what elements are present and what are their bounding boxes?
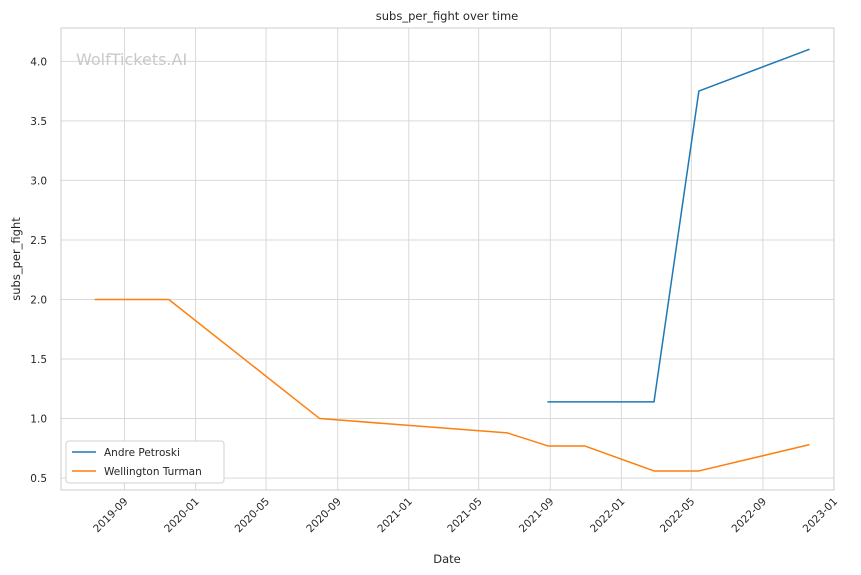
y-tick-label: 3.5: [30, 116, 47, 128]
y-tick-label: 2.5: [30, 235, 47, 247]
chart-title: subs_per_fight over time: [376, 9, 518, 23]
y-tick-label: 1.0: [30, 414, 47, 426]
grid-lines: [61, 28, 835, 490]
y-tick-label: 1.5: [30, 354, 47, 366]
y-tick-label: 2.0: [30, 294, 47, 306]
series-line-andre-petroski: [547, 48, 810, 403]
legend-box: [65, 440, 225, 484]
x-axis-label: Date: [433, 552, 461, 566]
y-tick-label: 0.5: [30, 473, 47, 485]
series-line-wellington-turman: [94, 298, 810, 472]
series-lines: [94, 48, 810, 472]
y-tick-label: 3.0: [30, 175, 47, 187]
plot-area-frame: [60, 27, 835, 491]
y-axis-label: subs_per_fight: [9, 217, 23, 301]
legend: Andre Petroski Wellington Turman: [65, 440, 225, 484]
watermark-text: WolfTickets.AI: [76, 50, 187, 69]
y-tick-label: 4.0: [30, 56, 47, 68]
legend-label-wellington-turman: Wellington Turman: [104, 466, 202, 478]
legend-label-andre-petroski: Andre Petroski: [104, 447, 180, 459]
